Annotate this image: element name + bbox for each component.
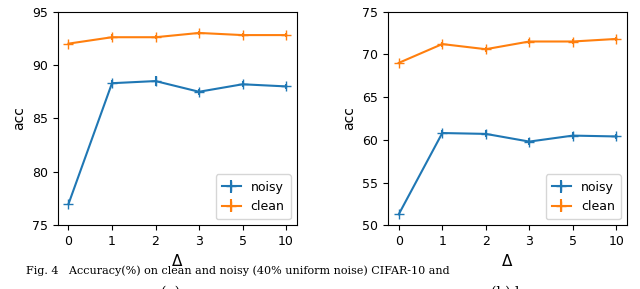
Legend: noisy, clean: noisy, clean (546, 175, 621, 219)
Text: (b) b: (b) b (491, 285, 524, 289)
Y-axis label: acc: acc (342, 107, 356, 130)
Y-axis label: acc: acc (12, 107, 26, 130)
X-axis label: Δ: Δ (172, 254, 182, 269)
Legend: noisy, clean: noisy, clean (216, 175, 291, 219)
Text: (a) a: (a) a (161, 285, 193, 289)
X-axis label: Δ: Δ (502, 254, 513, 269)
Text: Fig. 4   Accuracy(%) on clean and noisy (40% uniform noise) CIFAR-10 and: Fig. 4 Accuracy(%) on clean and noisy (4… (26, 266, 449, 277)
